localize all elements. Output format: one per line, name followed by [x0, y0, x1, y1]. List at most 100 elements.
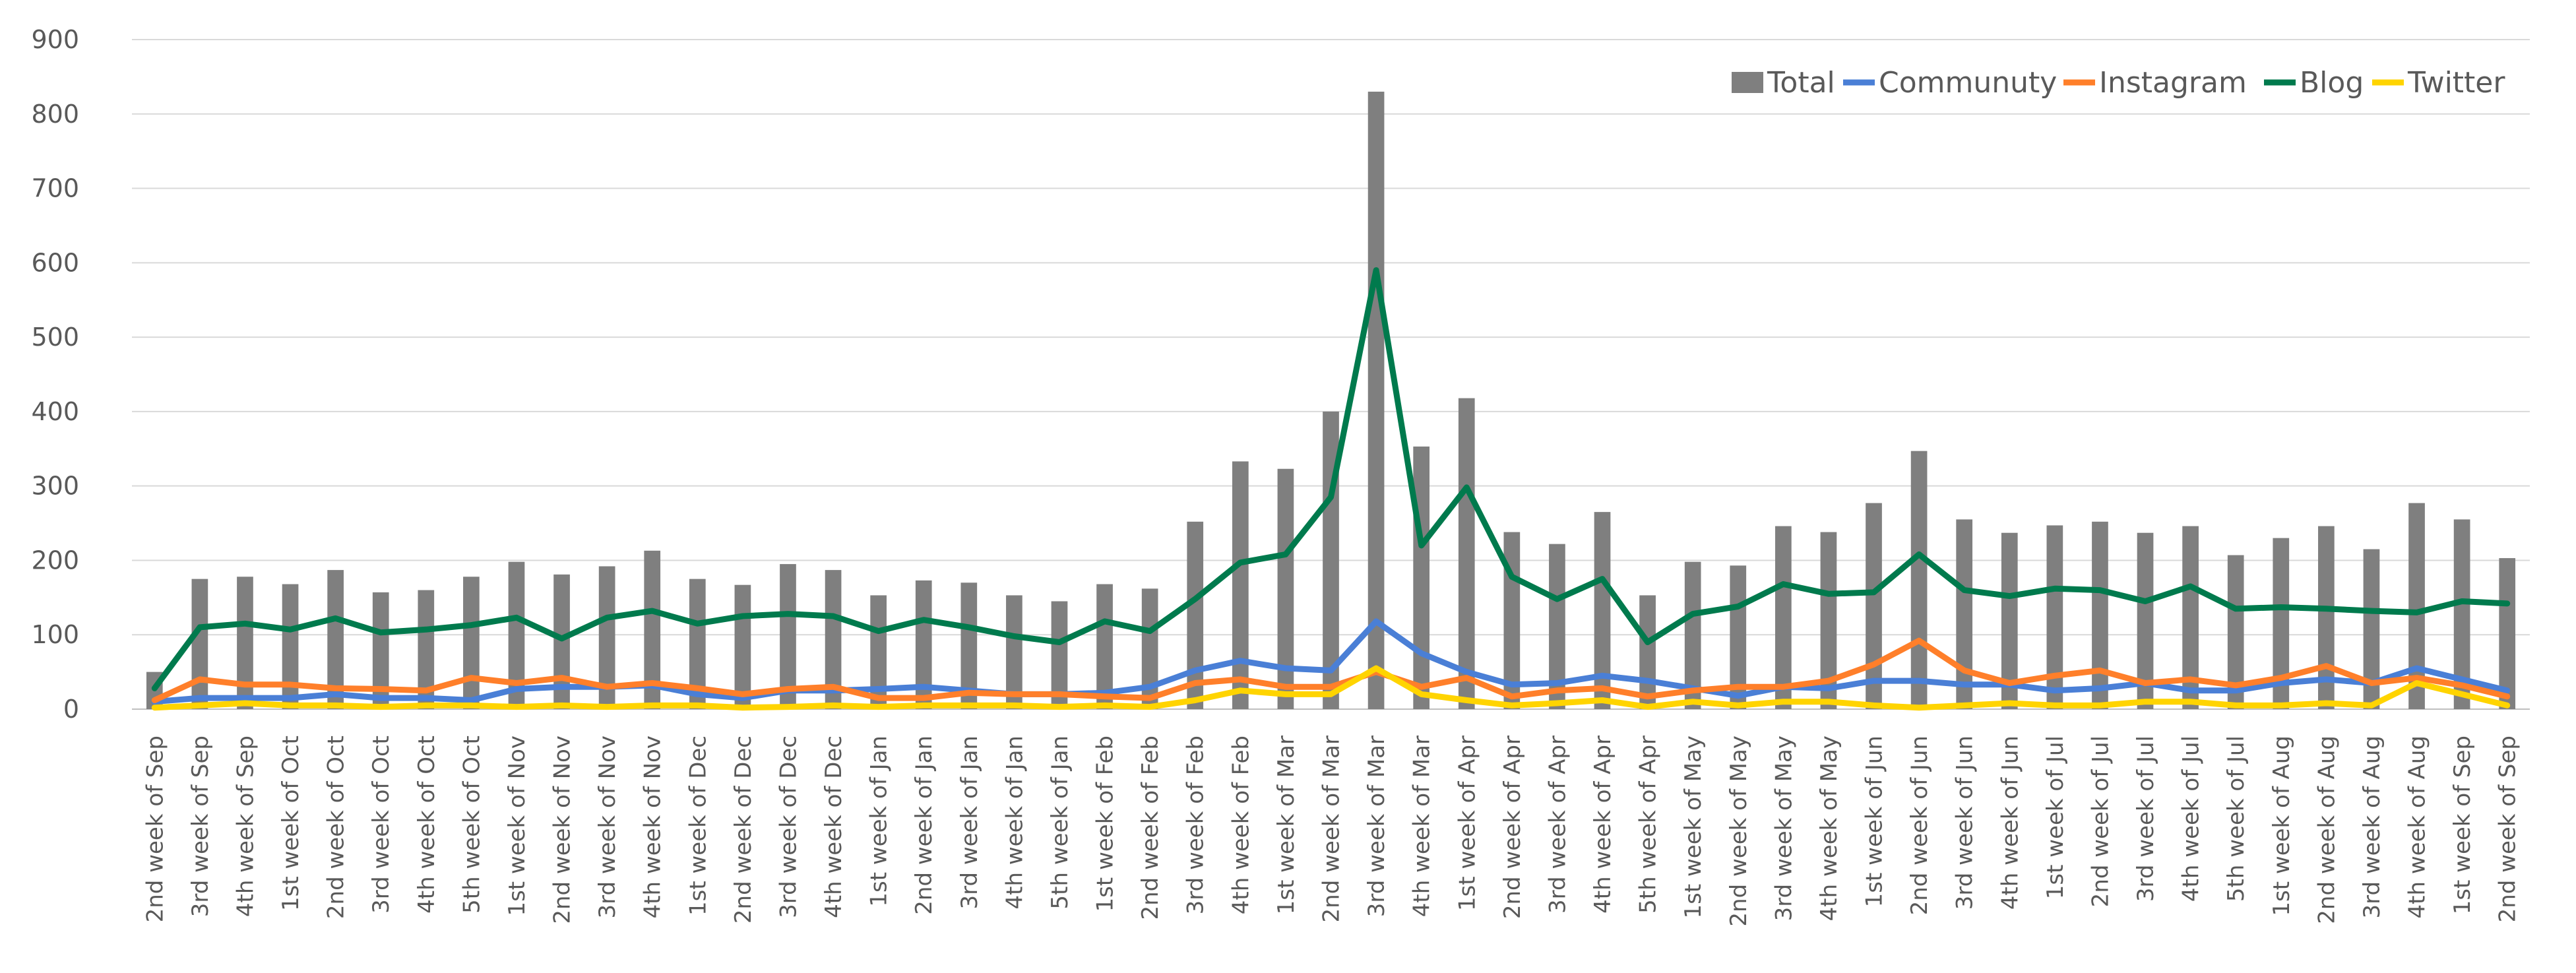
bar-total [1187, 521, 1204, 709]
x-tick-label: 1st week of Oct [278, 736, 304, 911]
bar-total [1639, 595, 1656, 709]
line-instagram [151, 637, 2511, 703]
bar-total [2408, 503, 2425, 709]
x-tick-label: 3rd week of Jul [2133, 736, 2159, 902]
y-tick-label: 500 [31, 323, 79, 352]
x-tick-label: 2nd week of Jun [1906, 736, 1933, 915]
x-tick-label: 3rd week of Nov [594, 736, 621, 918]
bar-total [282, 584, 299, 709]
bar-total [1096, 584, 1113, 709]
y-tick-label: 300 [31, 472, 79, 501]
x-tick-label: 5th week of Jul [2223, 736, 2249, 902]
legend-label-twitter: Twitter [2407, 66, 2505, 100]
bar-total [1277, 468, 1294, 709]
x-tick-label: 2nd week of May [1726, 736, 1752, 927]
x-tick-label: 1st week of Feb [1092, 736, 1119, 912]
legend-label-blog: Blog [2300, 66, 2364, 100]
x-tick-label: 4th week of Feb [1228, 736, 1254, 914]
x-tick-label: 3rd week of Jun [1952, 736, 1978, 910]
x-tick-label: 4th week of Jun [1997, 736, 2023, 910]
line-communuty [151, 618, 2511, 705]
x-tick-label: 4th week of May [1816, 736, 1842, 921]
x-tick-label: 5th week of Apr [1635, 736, 1662, 914]
bar-total [463, 577, 480, 709]
x-tick-label: 2nd week of Sep [142, 736, 168, 922]
x-tick-label: 3rd week of Oct [368, 736, 394, 914]
x-tick-label: 4th week of Sep [232, 736, 259, 917]
x-tick-label: 4th week of Nov [640, 736, 666, 918]
bar-total [1910, 451, 1928, 709]
bar-total [780, 564, 796, 709]
y-tick-label: 700 [31, 174, 79, 203]
bar-total [1458, 398, 1475, 709]
x-tick-label: 2nd week of Aug [2313, 736, 2340, 924]
x-tick-label: 3rd week of Apr [1544, 736, 1571, 914]
y-tick-label: 900 [31, 25, 79, 54]
x-tick-label: 2nd week of Apr [1499, 736, 1526, 919]
x-axis: 2nd week of Sep 3rd week of Sep 4th week o… [142, 736, 2521, 927]
x-tick-label: 4th week of Apr [1590, 736, 1616, 914]
bar-total [734, 584, 751, 709]
x-tick-label: 1st week of Apr [1454, 736, 1480, 911]
bar-total [1866, 503, 1882, 709]
bar-total [1232, 461, 1249, 709]
bar-total [237, 577, 253, 709]
y-tick-label: 400 [31, 397, 79, 426]
x-tick-label: 1st week of Nov [504, 736, 530, 916]
x-tick-label: 4th week of Jul [2178, 736, 2205, 902]
x-tick-label: 3rd week of Sep [187, 736, 214, 917]
x-tick-label: 2nd week of Jan [911, 736, 937, 915]
line-blog [151, 267, 2511, 691]
y-tick-label: 200 [31, 546, 79, 575]
y-tick-label: 600 [31, 248, 79, 277]
bar-total [1775, 526, 1792, 709]
bar-total [191, 579, 208, 709]
y-tick-label: 800 [31, 100, 79, 129]
x-tick-label: 1st week of May [1680, 736, 1707, 919]
x-tick-label: 2nd week of Mar [1319, 736, 1345, 922]
legend: Total Communuty Instagram Blog Twitter [1732, 66, 2505, 100]
x-tick-label: 1st week of Dec [685, 736, 711, 916]
x-tick-label: 1st week of Aug [2269, 736, 2295, 916]
x-tick-label: 2nd week of Sep [2495, 736, 2521, 922]
bar-total [2499, 558, 2516, 709]
bar-total [2092, 521, 2108, 709]
x-tick-label: 4th week of Jan [1001, 736, 1028, 909]
x-tick-label: 1st week of Sep [2449, 736, 2476, 914]
series-lines [151, 267, 2511, 711]
x-tick-label: 4th week of Aug [2404, 736, 2431, 918]
x-tick-label: 3rd week of May [1771, 736, 1797, 921]
x-tick-label: 2nd week of Nov [550, 736, 576, 924]
x-tick-label: 2nd week of Jul [2087, 736, 2114, 907]
x-tick-label: 2nd week of Dec [730, 736, 757, 924]
bar-total [1006, 595, 1022, 709]
bar-total [1956, 519, 1973, 709]
y-tick-label: 100 [31, 620, 79, 649]
x-tick-label: 3rd week of Aug [2359, 736, 2385, 919]
y-tick-label: 0 [63, 695, 79, 724]
x-tick-label: 1st week of Mar [1273, 736, 1300, 914]
x-tick-label: 3rd week of Feb [1183, 736, 1209, 914]
x-tick-label: 1st week of Jul [2042, 736, 2069, 899]
line-twitter [151, 665, 2511, 711]
y-axis: 0 100 200 300 400 500 600 700 800 900 [31, 25, 79, 724]
x-tick-label: 5th week of Oct [458, 736, 485, 914]
legend-label-communuty: Communuty [1879, 66, 2057, 100]
x-tick-label: 1st week of Jun [1862, 736, 1888, 907]
x-tick-label: 1st week of Jan [866, 736, 893, 907]
x-tick-label: 4th week of Oct [414, 736, 440, 914]
x-tick-label: 4th week of Dec [821, 736, 847, 918]
x-tick-label: 3rd week of Mar [1364, 736, 1390, 917]
bar-total [2046, 525, 2063, 709]
legend-swatch-total [1732, 72, 1763, 93]
total-bars [146, 91, 2516, 709]
x-tick-label: 2nd week of Feb [1137, 736, 1164, 920]
legend-label-instagram: Instagram [2099, 66, 2247, 100]
bar-total [1413, 446, 1430, 709]
legend-label-total: Total [1767, 66, 1835, 100]
x-tick-label: 3rd week of Dec [775, 736, 801, 918]
x-tick-label: 3rd week of Jan [957, 736, 983, 910]
x-tick-label: 5th week of Jan [1047, 736, 1073, 909]
